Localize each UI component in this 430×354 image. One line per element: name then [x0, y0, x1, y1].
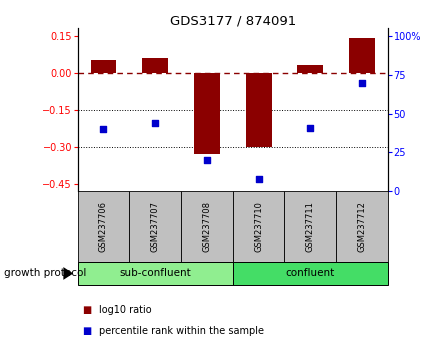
Text: GSM237708: GSM237708 — [202, 201, 211, 252]
Bar — [232, 191, 284, 262]
Text: GSM237706: GSM237706 — [99, 201, 108, 252]
Bar — [90, 61, 116, 73]
Text: GSM237710: GSM237710 — [254, 201, 262, 252]
Bar — [77, 262, 232, 285]
Text: log10 ratio: log10 ratio — [99, 305, 151, 315]
Bar — [232, 262, 387, 285]
Text: GSM237712: GSM237712 — [357, 201, 366, 252]
Text: confluent: confluent — [285, 268, 334, 279]
Bar — [297, 65, 322, 73]
Text: growth protocol: growth protocol — [4, 268, 86, 279]
Bar — [335, 191, 387, 262]
Bar — [348, 38, 374, 73]
Bar — [181, 191, 232, 262]
Point — [100, 126, 107, 132]
Bar — [284, 191, 335, 262]
Text: GSM237707: GSM237707 — [150, 201, 159, 252]
Text: ■: ■ — [82, 305, 91, 315]
Bar — [245, 73, 271, 147]
Point — [306, 125, 313, 130]
Text: percentile rank within the sample: percentile rank within the sample — [99, 326, 264, 336]
Text: sub-confluent: sub-confluent — [119, 268, 190, 279]
Point — [255, 176, 261, 182]
Bar — [194, 73, 219, 154]
Text: ■: ■ — [82, 326, 91, 336]
Text: GSM237711: GSM237711 — [305, 201, 314, 252]
Point — [151, 120, 158, 126]
Bar — [77, 191, 129, 262]
Point — [358, 80, 365, 85]
Bar — [129, 191, 181, 262]
Title: GDS3177 / 874091: GDS3177 / 874091 — [169, 14, 295, 27]
Point — [203, 157, 210, 163]
Bar — [142, 58, 168, 73]
Polygon shape — [63, 267, 73, 280]
